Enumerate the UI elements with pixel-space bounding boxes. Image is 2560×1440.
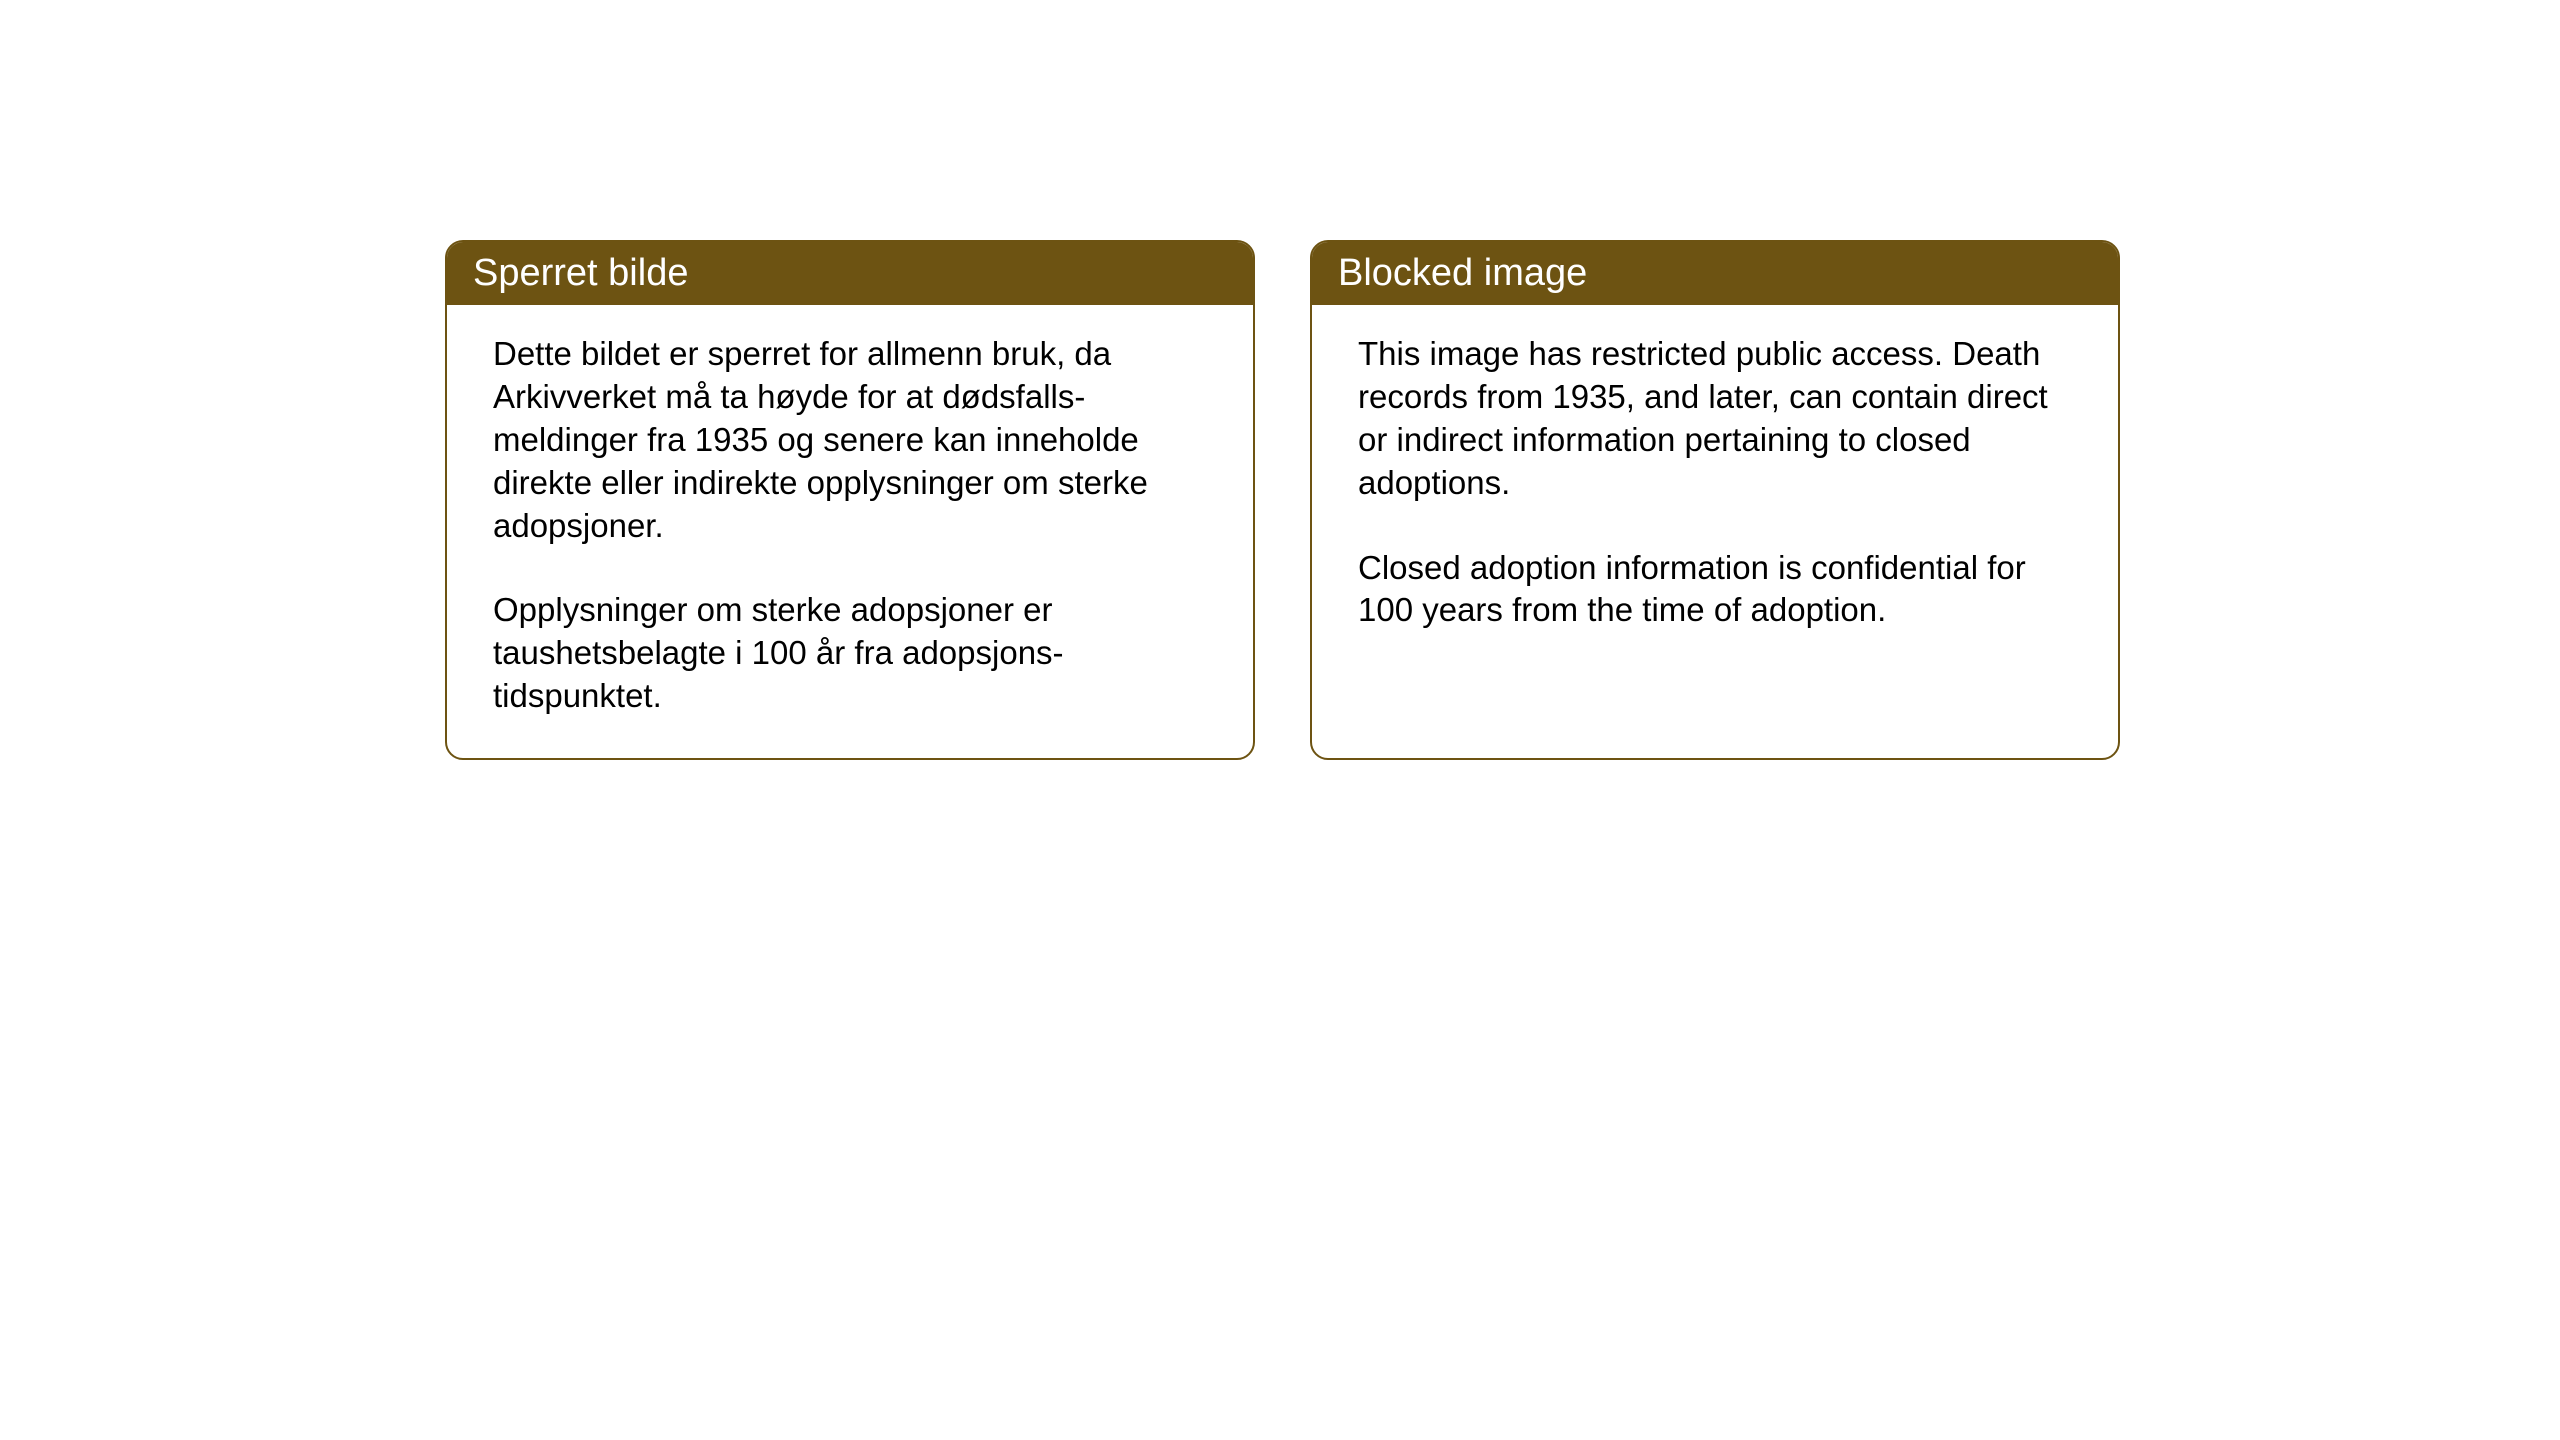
english-paragraph-1: This image has restricted public access.… [1358, 333, 2078, 505]
english-paragraph-2: Closed adoption information is confident… [1358, 547, 2078, 633]
english-card-body: This image has restricted public access.… [1312, 305, 2118, 672]
norwegian-paragraph-2: Opplysninger om sterke adopsjoner er tau… [493, 589, 1213, 718]
english-notice-card: Blocked image This image has restricted … [1310, 240, 2120, 760]
english-card-header: Blocked image [1312, 242, 2118, 305]
norwegian-notice-card: Sperret bilde Dette bildet er sperret fo… [445, 240, 1255, 760]
english-card-title: Blocked image [1338, 252, 1587, 294]
notice-container: Sperret bilde Dette bildet er sperret fo… [445, 240, 2120, 760]
norwegian-card-body: Dette bildet er sperret for allmenn bruk… [447, 305, 1253, 758]
norwegian-card-header: Sperret bilde [447, 242, 1253, 305]
norwegian-paragraph-1: Dette bildet er sperret for allmenn bruk… [493, 333, 1213, 547]
norwegian-card-title: Sperret bilde [473, 252, 688, 294]
